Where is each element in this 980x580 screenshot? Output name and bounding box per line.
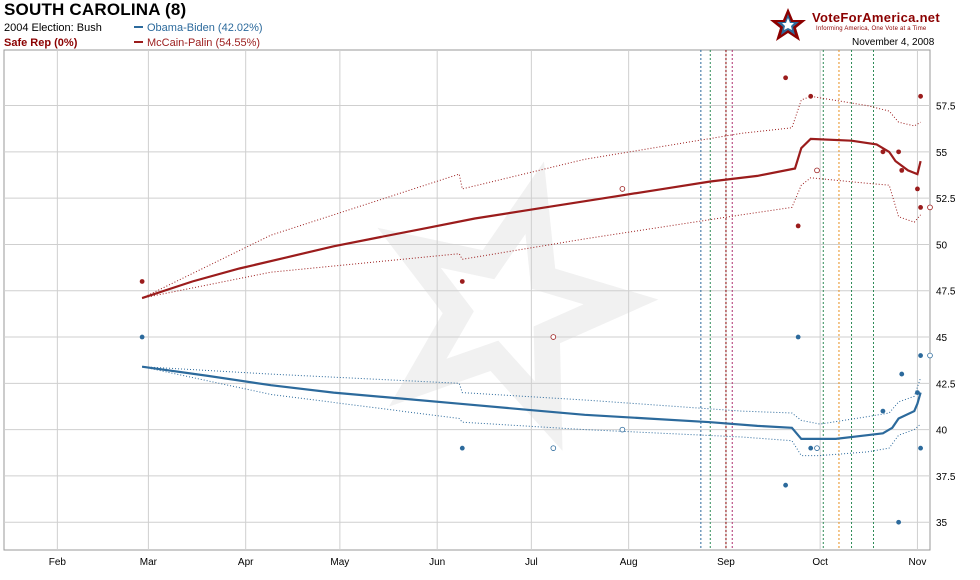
legend-obama: Obama-Biden (42.02%) [134,22,263,34]
mccain-palin-poll-point [808,93,814,99]
x-tick-label: Aug [620,557,638,568]
obama-biden-poll-point [619,426,626,433]
obama-biden-poll-point [880,408,886,414]
x-tick-label: Apr [238,557,254,568]
obama-biden-poll-point [808,445,814,451]
mccain-palin-poll-point [918,205,923,210]
obama-biden-poll-point [795,334,801,340]
x-tick-label: Feb [49,557,67,568]
y-tick-label: 55 [936,148,948,159]
obama-biden-poll-point [783,482,789,488]
obama-biden-poll-point [918,445,923,451]
y-tick-label: 45 [936,333,948,344]
obama-biden-poll-point [550,445,557,451]
chart-title: SOUTH CAROLINA (8) [4,0,187,19]
y-tick-label: 52.5 [936,194,956,205]
mccain-palin-poll-point [899,167,905,173]
y-tick-label: 35 [936,518,948,529]
star-logo-icon [770,8,806,41]
mccain-palin-poll-point [459,279,465,284]
legend-mccain: McCain-Palin (54.55%) [134,37,260,49]
obama-biden-trend-line [141,365,922,440]
obama-biden-poll-point [927,352,933,359]
legend-swatch-obama [134,26,143,29]
x-tick-label: Jun [429,557,445,568]
mccain-palin-poll-point [918,93,923,99]
y-tick-label: 50 [936,240,948,251]
mccain-palin-poll-point [880,149,886,155]
y-tick-label: 57.5 [936,102,956,113]
mccain-palin-poll-point [139,279,145,284]
x-tick-label: Sep [717,557,735,568]
mccain-palin-poll-point [550,334,557,340]
mccain-palin-poll-point [795,223,801,229]
x-tick-label: Oct [812,557,828,568]
obama-biden-poll-point [814,445,820,451]
election-2004-label: 2004 Election: Bush [4,22,102,34]
legend-label-obama: Obama-Biden (42.02%) [147,22,263,34]
obama-biden-upper-band [142,366,922,425]
logo-tagline: Informing America, One Vote at a Time [816,26,927,32]
legend-swatch-mccain [134,41,143,44]
mccain-palin-poll-point [927,204,933,211]
x-tick-label: Nov [909,557,927,568]
mccain-palin-poll-point [783,75,789,81]
mccain-palin-lower-band [142,177,921,299]
x-tick-label: May [330,557,349,568]
plot-frame [3,49,931,551]
y-tick-label: 40 [936,426,948,437]
obama-biden-poll-point [899,371,905,377]
watermark-star [377,161,659,451]
mccain-palin-poll-point [896,149,902,155]
obama-biden-poll-point [896,519,902,525]
x-tick-label: Jul [525,557,538,568]
mccain-palin-trend-line [141,137,922,300]
y-tick-label: 42.5 [936,379,956,390]
date-label: November 4, 2008 [852,37,935,48]
logo-text: VoteForAmerica.net [812,10,940,25]
status-label: Safe Rep (0%) [4,37,78,49]
mccain-palin-poll-point [915,186,920,192]
x-tick-label: Mar [140,557,158,568]
obama-biden-poll-point [918,353,923,358]
legend-label-mccain: McCain-Palin (54.55%) [147,37,261,49]
mccain-palin-poll-point [619,186,626,192]
obama-biden-poll-point [459,445,465,451]
obama-biden-poll-point [915,390,920,395]
y-tick-label: 47.5 [936,287,956,298]
mccain-palin-poll-point [814,167,820,174]
y-tick-label: 37.5 [936,472,956,483]
obama-biden-poll-point [139,334,145,340]
